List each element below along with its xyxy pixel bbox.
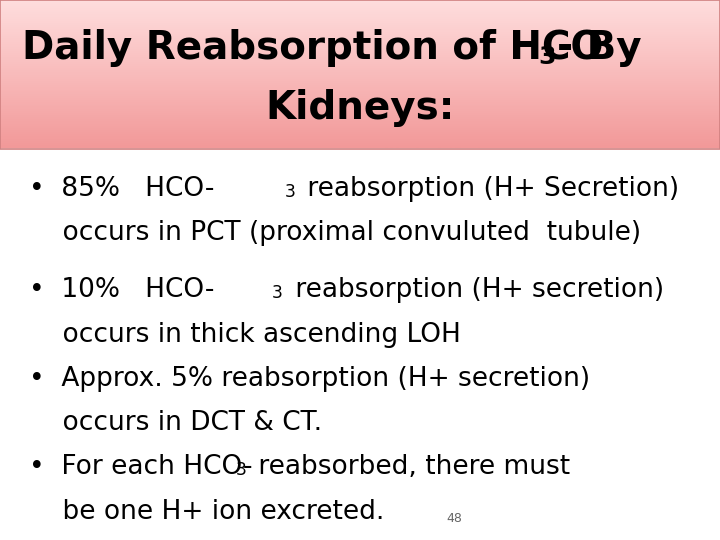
Text: 3: 3 bbox=[539, 45, 556, 69]
Text: •  10%   HCO-: • 10% HCO- bbox=[29, 278, 214, 303]
Text: 3: 3 bbox=[235, 462, 246, 480]
Text: 3: 3 bbox=[284, 183, 295, 200]
Text: •  For each HCO-: • For each HCO- bbox=[29, 455, 252, 481]
Text: •  Approx. 5% reabsorption (H+ secretion): • Approx. 5% reabsorption (H+ secretion) bbox=[29, 366, 590, 392]
Text: reabsorption (H+ Secretion): reabsorption (H+ Secretion) bbox=[299, 176, 679, 201]
Text: Kidneys:: Kidneys: bbox=[265, 90, 455, 127]
Text: 48: 48 bbox=[446, 512, 462, 525]
Text: be one H+ ion excreted.: be one H+ ion excreted. bbox=[29, 499, 384, 525]
Text: occurs in DCT & CT.: occurs in DCT & CT. bbox=[29, 410, 322, 436]
Text: •  85%   HCO-: • 85% HCO- bbox=[29, 176, 214, 201]
Text: occurs in thick ascending LOH: occurs in thick ascending LOH bbox=[29, 322, 461, 348]
Text: - By: - By bbox=[557, 29, 642, 66]
Text: reabsorbed, there must: reabsorbed, there must bbox=[250, 455, 570, 481]
Text: 3: 3 bbox=[272, 285, 283, 302]
Text: Daily Reabsorption of HCO: Daily Reabsorption of HCO bbox=[22, 29, 603, 66]
Text: occurs in PCT (proximal convuluted  tubule): occurs in PCT (proximal convuluted tubul… bbox=[29, 220, 641, 246]
Text: reabsorption (H+ secretion): reabsorption (H+ secretion) bbox=[287, 278, 664, 303]
